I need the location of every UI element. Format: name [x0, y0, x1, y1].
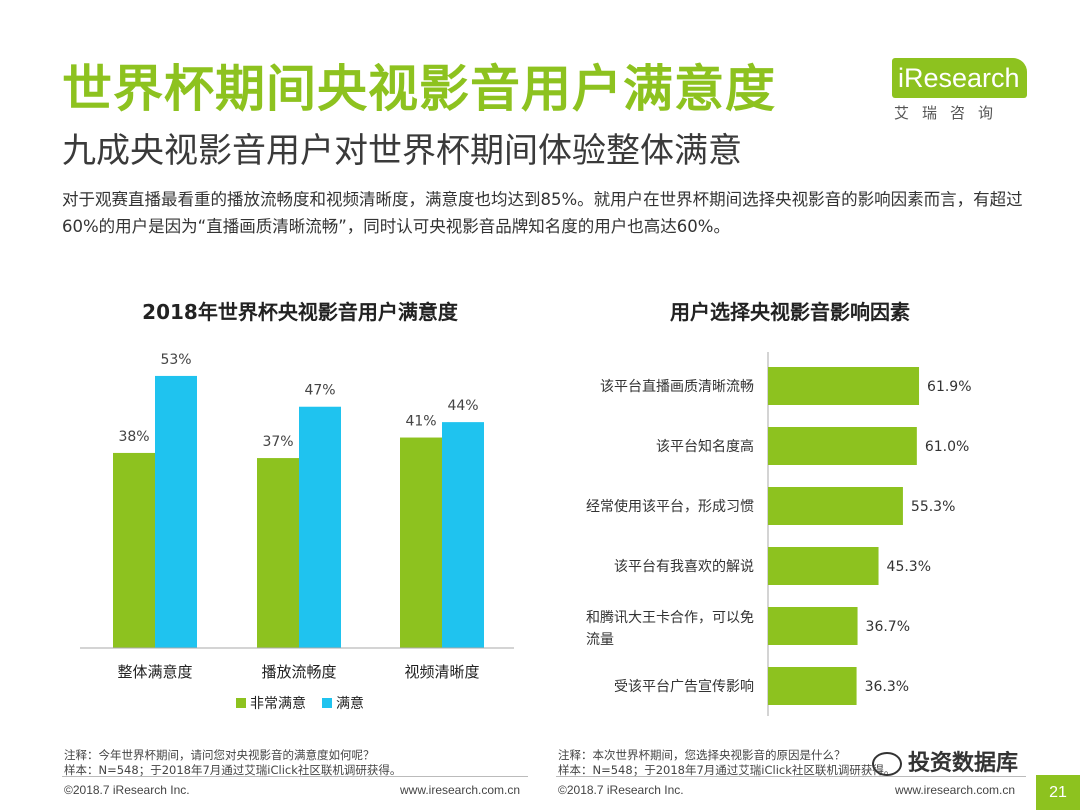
logo-mark: [892, 58, 1027, 98]
factor-label-5: 受该平台广告宣传影响: [614, 679, 754, 695]
right-note-1: 注释：本次世界杯期间，您选择央视影音的原因是什么？: [558, 748, 846, 762]
factor-value-label-5: 36.3%: [865, 679, 909, 695]
bar-label-1-0: 53%: [160, 352, 191, 368]
legend-label-0: 非常满意: [250, 695, 306, 712]
page-subtitle: 九成央视影音用户对世界杯期间体验整体满意: [62, 131, 742, 171]
page-number: 21: [1036, 775, 1080, 810]
bar-satisfied-2: [442, 422, 484, 648]
logo-cn-text: 艾瑞咨询: [894, 104, 1007, 122]
bar-very-satisfied-1: [257, 458, 299, 648]
left-note-2: 样本：N=548；于2018年7月通过艾瑞iClick社区联机调研获得。: [64, 763, 402, 777]
x-tick-label-1: 播放流畅度: [261, 663, 336, 681]
factor-bar-2: [768, 487, 903, 525]
factor-value-label-4: 36.7%: [866, 619, 910, 635]
factor-value-label-2: 55.3%: [911, 499, 955, 515]
left-chart-title: 2018年世界杯央视影音用户满意度: [142, 300, 458, 324]
bar-label-1-1: 47%: [304, 383, 335, 399]
factor-label-4-line2: 流量: [586, 632, 614, 648]
factor-value-label-0: 61.9%: [927, 379, 971, 395]
factor-bar-5: [768, 667, 857, 705]
factor-label-1: 该平台知名度高: [656, 438, 754, 455]
wechat-icon: [872, 752, 902, 776]
intro-text: 对于观赛直播最看重的播放流畅度和视频清晰度，满意度也均达到85%。就用户在世界杯…: [62, 190, 1023, 236]
legend-swatch-1: [322, 698, 332, 708]
watermark-text: 投资数据库: [908, 751, 1019, 776]
bar-satisfied-1: [299, 406, 341, 648]
bar-satisfied-0: [155, 375, 197, 648]
bar-very-satisfied-2: [400, 437, 442, 648]
iresearch-logo: iResearch 艾瑞咨询: [892, 58, 1032, 126]
factor-value-label-3: 45.3%: [887, 559, 931, 575]
right-copyright: ©2018.7 iResearch Inc.: [558, 783, 684, 797]
left-url: www.iresearch.com.cn: [400, 783, 521, 797]
factor-bar-3: [768, 547, 879, 585]
right-url: www.iresearch.com.cn: [895, 783, 1016, 797]
factor-label-3: 该平台有我喜欢的解说: [614, 559, 754, 575]
x-tick-label-2: 视频清晰度: [404, 663, 479, 681]
legend-label-1: 满意: [336, 695, 364, 712]
wechat-watermark: 投资数据库: [872, 745, 1018, 777]
left-footer-rule: [62, 776, 528, 777]
factor-bar-4: [768, 607, 858, 645]
bar-label-0-2: 41%: [405, 414, 436, 430]
logo-text: iResearch: [898, 63, 1020, 93]
left-note-1: 注释：今年世界杯期间，请问您对央视影音的满意度如何呢？: [64, 748, 375, 762]
right-chart-title: 用户选择央视影音影响因素: [670, 300, 910, 324]
right-footer-rule: [556, 776, 1026, 777]
page-title: 世界杯期间央视影音用户满意度: [62, 60, 776, 118]
bar-label-1-2: 44%: [447, 398, 478, 414]
factor-value-label-1: 61.0%: [925, 439, 969, 455]
factor-label-2: 经常使用该平台，形成习惯: [586, 498, 754, 515]
bar-label-0-1: 37%: [262, 434, 293, 450]
x-tick-label-0: 整体满意度: [117, 663, 192, 681]
bar-very-satisfied-0: [113, 452, 155, 648]
factor-label-0: 该平台直播画质清晰流畅: [600, 378, 754, 395]
factor-bar-0: [768, 367, 920, 405]
factor-bar-1: [768, 427, 917, 465]
right-note-2: 样本：N=548；于2018年7月通过艾瑞iClick社区联机调研获得。: [558, 763, 896, 777]
left-copyright: ©2018.7 iResearch Inc.: [64, 783, 190, 797]
bar-label-0-0: 38%: [118, 429, 149, 445]
factor-label-4-line1: 和腾讯大王卡合作，可以免: [586, 609, 754, 626]
legend-swatch-0: [236, 698, 246, 708]
